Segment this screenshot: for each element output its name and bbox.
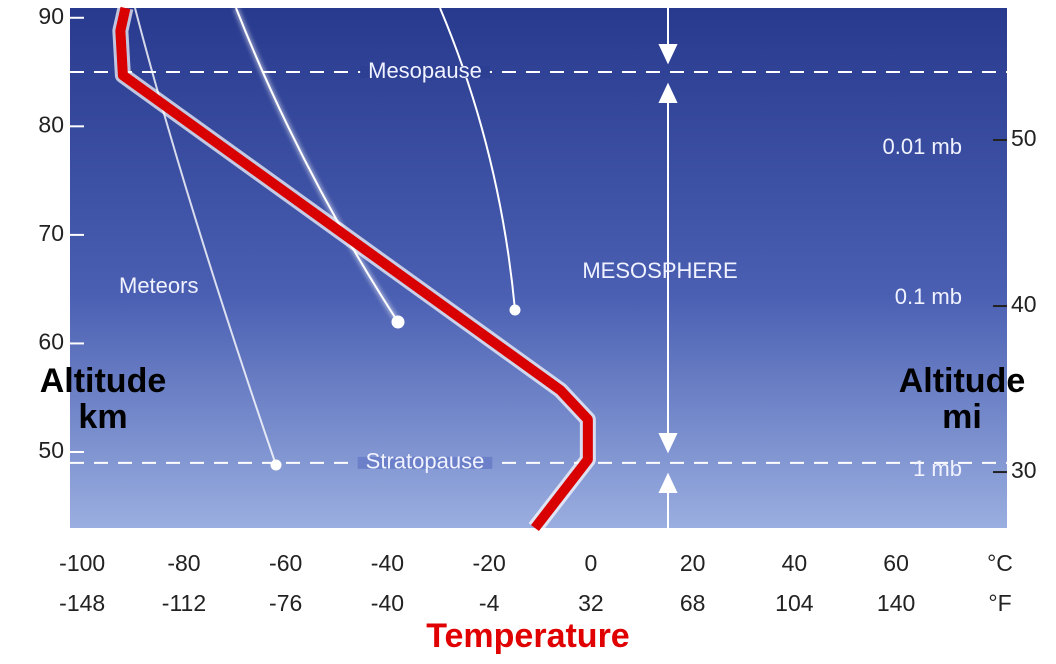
y-tick-label: 90: [38, 3, 64, 29]
boundary-label: Mesopause: [368, 58, 482, 83]
x-tick-label-f: -40: [371, 590, 404, 616]
x-unit-f: °F: [988, 590, 1011, 616]
boundary-label: Stratopause: [366, 449, 485, 474]
profile-line: [115, 6, 593, 532]
label-gap: [360, 66, 490, 79]
pressure-label: 1 mb: [913, 456, 962, 481]
x-tick-label: -60: [269, 550, 302, 576]
y-tick-label: 80: [38, 111, 64, 137]
x-unit: °C: [987, 550, 1013, 576]
y2-tick-label: 40: [1011, 291, 1037, 317]
y2-tick-label: 50: [1011, 125, 1037, 151]
x-tick-label: 60: [883, 550, 909, 576]
x-tick-label: -40: [371, 550, 404, 576]
x-tick-label: -20: [473, 550, 506, 576]
x-tick-label-f: -148: [59, 590, 105, 616]
x-tick-label-f: 104: [775, 590, 814, 616]
x-tick-label-f: -4: [479, 590, 500, 616]
meteor-trails: [134, 7, 521, 471]
y-axis-label: Altitude km: [40, 362, 167, 436]
x-tick-label: -80: [167, 550, 200, 576]
y2-tick-label: 30: [1011, 457, 1037, 483]
y-tick-label: 50: [38, 437, 64, 463]
layer-label: MESOSPHERE: [582, 258, 737, 283]
x-tick-label-f: 68: [680, 590, 706, 616]
plot-background: [70, 8, 1007, 528]
x-tick-label-f: 32: [578, 590, 604, 616]
label-gap: [357, 456, 493, 469]
x-tick-label-f: -112: [162, 590, 206, 616]
pressure-label: 0.1 mb: [895, 284, 962, 309]
y-tick-label: 70: [38, 220, 64, 246]
layer-arrows: [658, 8, 678, 528]
y-tick-label: 60: [38, 329, 64, 355]
x-tick-label: 0: [584, 550, 597, 576]
x-tick-label: 20: [680, 550, 706, 576]
x-axis-label: Temperature: [426, 617, 629, 655]
meteor-label: Meteors: [119, 273, 198, 298]
pressure-label: 0.01 mb: [883, 134, 963, 159]
x-tick-label: 40: [782, 550, 808, 576]
y2-axis-label: Altitude mi: [899, 362, 1026, 436]
x-tick-label: -100: [59, 550, 105, 576]
x-tick-label-f: 140: [877, 590, 915, 616]
x-tick-label-f: -76: [269, 590, 302, 616]
